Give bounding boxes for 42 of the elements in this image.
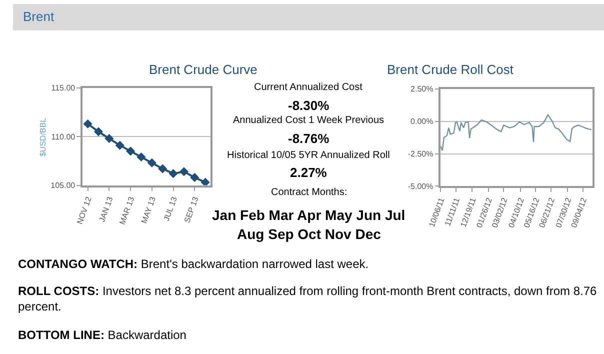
point (147, 158, 156, 168)
x-tick-label: MAY 13 (140, 195, 158, 225)
x-tick-label: JUL 13 (162, 195, 180, 222)
point (200, 178, 210, 186)
y-tick-label: -5.00% (408, 182, 434, 192)
text: CONTANGO WATCH: Brent's backwardation narrowed last week. (18, 257, 369, 271)
y-tick-label: -2.50% (408, 150, 434, 159)
point (136, 152, 146, 162)
point (158, 164, 168, 174)
text: Current Annualized Cost (254, 82, 363, 93)
x-tick-label: JAN 13 (97, 195, 115, 224)
point (168, 169, 178, 178)
x-tick-label: MAR 13 (118, 195, 136, 226)
text: 2.27% (290, 165, 328, 180)
text: Contract Months: (271, 187, 348, 198)
text: BOTTOM LINE: Backwardation (18, 328, 186, 342)
line-series (440, 114, 592, 152)
chart-title: Brent Crude Roll Cost (387, 62, 514, 77)
point (94, 127, 104, 136)
text: Annualized Cost 1 Week Previous (233, 115, 384, 126)
y-tick-label: 0.00% (410, 117, 434, 126)
x-tick-label: NOV 12 (75, 195, 94, 226)
text: ROLL COSTS: Investors net 8.3 percent annualized from rolling front-month Brent contracts, down from 8.76 percent. (18, 284, 597, 314)
y-tick-label: 110.00 (51, 132, 76, 142)
y-axis-title: $USD/BBL (38, 117, 48, 157)
y-tick-label: 115.00 (51, 84, 76, 93)
text: Jan Feb Mar Apr May Jun Jul (212, 207, 406, 223)
point (126, 146, 136, 156)
x-tick-label: SEP 13 (182, 195, 200, 224)
point (83, 119, 92, 128)
text: Aug Sep Oct Nov Dec (237, 226, 382, 242)
point (115, 140, 124, 150)
text: Brent (23, 9, 54, 24)
text: -8.76% (288, 131, 330, 146)
point (104, 134, 114, 144)
point (190, 172, 200, 182)
text: -8.30% (288, 98, 330, 113)
y-tick-label: 2.50% (410, 84, 434, 94)
point (179, 167, 188, 176)
y-tick-label: 105.00 (50, 181, 76, 190)
chart-title: Brent Crude Curve (149, 62, 258, 77)
text: Historical 10/05 5YR Annualized Roll (227, 150, 390, 161)
